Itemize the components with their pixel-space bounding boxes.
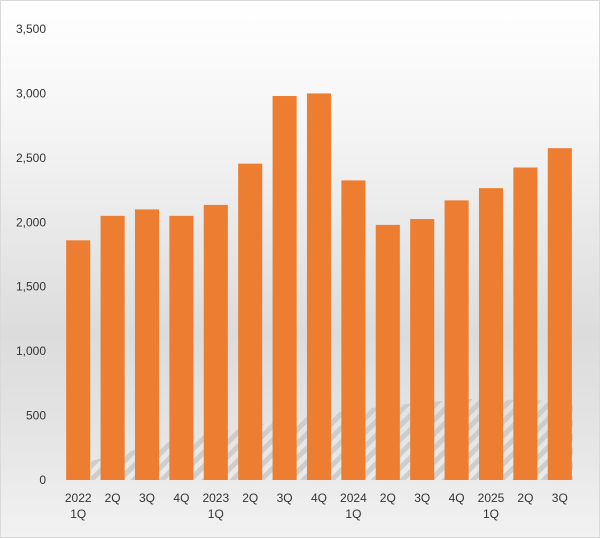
x-tick-label: 2022 xyxy=(65,491,92,505)
y-tick-label: 500 xyxy=(26,409,46,423)
bar-series xyxy=(66,93,572,481)
x-tick-label: 4Q xyxy=(449,491,465,505)
bar xyxy=(547,148,572,480)
x-tick-label: 4Q xyxy=(311,491,327,505)
x-tick-label: 1Q xyxy=(483,507,499,521)
y-tick-label: 2,000 xyxy=(16,215,46,229)
x-tick-label: 2Q xyxy=(517,491,533,505)
bar xyxy=(100,215,125,481)
bar xyxy=(134,209,160,480)
bar xyxy=(478,188,504,481)
x-tick-label: 2023 xyxy=(202,491,229,505)
y-tick-label: 3,000 xyxy=(16,86,46,100)
x-tick-label: 2Q xyxy=(242,491,258,505)
y-tick-label: 2,500 xyxy=(16,151,46,165)
x-tick-label: 2024 xyxy=(340,491,367,505)
bar xyxy=(444,200,469,480)
x-tick-label: 3Q xyxy=(139,491,155,505)
bar xyxy=(306,93,332,480)
x-tick-label: 2025 xyxy=(478,491,505,505)
x-tick-label: 3Q xyxy=(414,491,430,505)
bar xyxy=(410,219,435,481)
x-tick-label: 3Q xyxy=(552,491,568,505)
y-tick-label: 1,500 xyxy=(16,280,46,294)
x-tick-label: 1Q xyxy=(345,507,361,521)
bar xyxy=(169,215,194,481)
bar xyxy=(375,224,400,480)
x-tick-label: 1Q xyxy=(70,507,86,521)
bar xyxy=(203,204,228,480)
y-tick-label: 0 xyxy=(39,473,46,487)
y-axis: 0 500 1,000 1,500 2,000 2,500 3,000 3,500 xyxy=(16,22,46,487)
x-tick-label: 2Q xyxy=(380,491,396,505)
x-axis: 2022 1Q 2Q 3Q 4Q 2023 1Q 2Q 3Q 4Q 2024 1Q 2Q 3Q 4Q 2025… xyxy=(65,491,568,521)
y-tick-label: 3,500 xyxy=(16,22,46,36)
bar xyxy=(513,167,538,480)
bar xyxy=(238,163,263,481)
x-tick-label: 3Q xyxy=(277,491,293,505)
y-tick-label: 1,000 xyxy=(16,344,46,358)
x-tick-label: 2Q xyxy=(105,491,121,505)
x-tick-label: 1Q xyxy=(208,507,224,521)
x-tick-label: 4Q xyxy=(173,491,189,505)
bar xyxy=(66,240,91,480)
bar xyxy=(341,180,366,480)
bar xyxy=(272,96,297,481)
